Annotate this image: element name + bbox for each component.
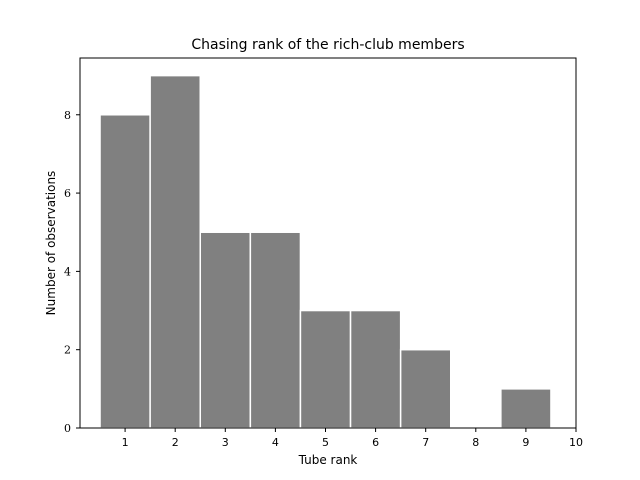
bars-group (99, 74, 552, 429)
y-tick-label: 0 (64, 422, 71, 435)
y-tick-label: 6 (64, 187, 71, 200)
bar-rank-3 (199, 231, 252, 429)
x-tick-label: 2 (172, 436, 179, 449)
bar-rank-4 (249, 231, 302, 429)
x-tick-label: 6 (372, 436, 379, 449)
x-tick-label: 7 (422, 436, 429, 449)
x-ticks-group: 1 2 3 4 5 6 7 8 9 10 (122, 428, 583, 449)
plot-frame (79, 57, 577, 429)
x-axis-label: Tube rank (298, 453, 358, 467)
y-tick-label: 8 (64, 109, 71, 122)
y-axis-label: Number of observations (44, 171, 58, 316)
x-tick-label: 4 (272, 436, 279, 449)
bar-rank-1 (99, 114, 151, 429)
x-tick-label: 8 (472, 436, 479, 449)
x-tick-label: 3 (222, 436, 229, 449)
bar-rank-9 (500, 388, 552, 429)
y-tick-label: 2 (64, 344, 71, 357)
x-tick-label: 1 (122, 436, 129, 449)
bar-rank-6 (349, 309, 402, 429)
bar-rank-2 (149, 74, 201, 429)
chart-title: Chasing rank of the rich-club members (191, 37, 464, 53)
x-tick-label: 9 (522, 436, 529, 449)
x-tick-label: 10 (569, 436, 583, 449)
y-ticks-group: 0 2 4 6 8 (64, 109, 80, 435)
y-tick-label: 4 (64, 265, 71, 278)
bar-rank-7 (399, 348, 452, 429)
bar-rank-5 (299, 309, 352, 429)
x-tick-label: 5 (322, 436, 329, 449)
